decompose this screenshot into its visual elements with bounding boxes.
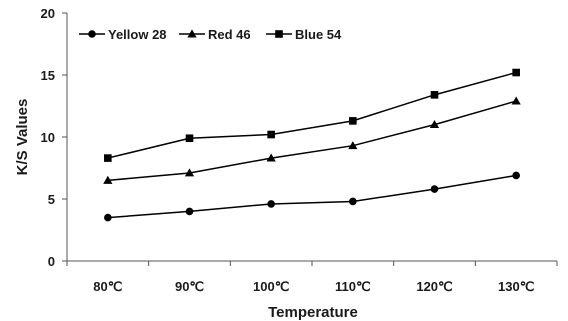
series-line — [107, 174, 517, 219]
legend-label: Yellow 28 — [108, 27, 167, 42]
axes — [66, 13, 557, 262]
data-point — [512, 171, 520, 180]
data-point — [185, 134, 194, 143]
legend-label: Blue 54 — [295, 27, 342, 42]
data-point — [266, 153, 276, 162]
data-point — [349, 197, 357, 206]
x-tick-label: 130℃ — [498, 279, 534, 294]
series-group — [103, 68, 521, 222]
data-point — [185, 207, 194, 216]
legend-item: Blue 54 — [266, 27, 342, 42]
series-line — [107, 71, 517, 159]
data-point — [430, 91, 439, 99]
triangle-marker-icon — [187, 29, 197, 38]
data-point — [103, 175, 113, 184]
x-tick-label: 100℃ — [253, 279, 289, 294]
data-point — [511, 96, 521, 105]
x-axis-ticks: 80℃ 90℃ 100℃ 110℃ 120℃ 130℃ — [66, 261, 558, 294]
series-yellow-28 — [104, 171, 520, 222]
data-point — [104, 213, 112, 222]
circle-marker-icon — [88, 30, 96, 38]
square-marker-icon — [275, 30, 283, 38]
x-tick-label: 90℃ — [175, 279, 204, 294]
series-blue-54 — [104, 68, 520, 162]
legend-item: Red 46 — [179, 27, 251, 42]
data-point — [348, 141, 358, 150]
y-tick-label: 0 — [48, 254, 55, 269]
y-tick-label: 20 — [41, 6, 55, 21]
data-point — [267, 130, 275, 139]
x-tick-label: 120℃ — [416, 279, 452, 294]
data-point — [512, 68, 520, 77]
series-line — [107, 100, 517, 182]
data-point — [430, 185, 439, 193]
legend-label: Red 46 — [208, 27, 251, 42]
x-tick-label: 80℃ — [93, 279, 122, 294]
y-tick-label: 5 — [48, 192, 55, 207]
data-point — [184, 168, 195, 177]
x-axis-title: Temperature — [268, 304, 358, 321]
data-point — [104, 154, 112, 162]
data-point — [429, 120, 440, 129]
legend: Yellow 28 Red 46 Blue 54 — [79, 27, 342, 42]
y-axis-title: K/S Values — [14, 99, 31, 176]
y-tick-label: 15 — [41, 68, 55, 83]
data-point — [349, 117, 357, 125]
data-point — [267, 200, 275, 208]
y-tick-label: 10 — [41, 130, 55, 145]
x-tick-label: 110℃ — [335, 279, 371, 294]
legend-item: Yellow 28 — [79, 27, 167, 42]
series-red-46 — [103, 96, 521, 184]
y-axis-ticks: 0 5 10 15 20 — [41, 6, 67, 269]
